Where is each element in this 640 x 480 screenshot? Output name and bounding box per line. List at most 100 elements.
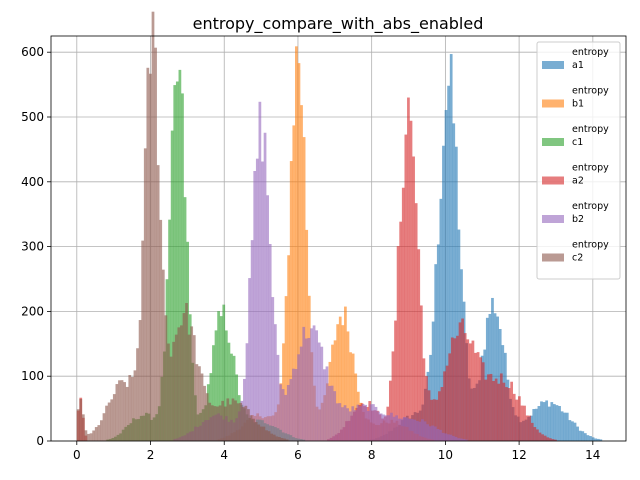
histogram-bar bbox=[440, 387, 444, 441]
histogram-bar bbox=[333, 391, 337, 441]
histogram-bar bbox=[471, 340, 475, 441]
histogram-bar bbox=[249, 415, 253, 441]
legend-swatch bbox=[542, 215, 564, 223]
histogram-bar bbox=[434, 264, 438, 441]
histogram-bar bbox=[479, 357, 483, 441]
histogram-bar bbox=[136, 348, 139, 441]
histogram-bar bbox=[125, 386, 129, 441]
histogram-bar bbox=[532, 409, 536, 441]
histogram-bar bbox=[178, 69, 182, 441]
histogram-bar bbox=[192, 335, 196, 441]
histogram-bar bbox=[387, 415, 391, 441]
histogram-bar bbox=[241, 406, 245, 441]
histogram-bar bbox=[123, 382, 126, 441]
histogram-bar bbox=[200, 373, 204, 441]
y-tick-label: 200 bbox=[21, 304, 44, 318]
histogram-bar bbox=[518, 396, 521, 441]
histogram-bar bbox=[443, 371, 446, 441]
histogram-bar bbox=[442, 145, 445, 441]
histogram-bar bbox=[459, 438, 463, 441]
histogram-bar bbox=[259, 426, 263, 441]
y-tick-label: 400 bbox=[21, 175, 44, 189]
histogram-bar bbox=[181, 93, 184, 442]
histogram-bar bbox=[596, 438, 600, 441]
histogram-bar bbox=[226, 398, 230, 441]
x-tick-label: 14 bbox=[585, 448, 600, 462]
histogram-bar bbox=[591, 437, 595, 441]
histogram-bar bbox=[414, 203, 418, 441]
histogram-bar bbox=[395, 415, 398, 441]
histogram-bar bbox=[464, 439, 468, 441]
histogram-bar bbox=[366, 410, 370, 441]
histogram-bar bbox=[573, 422, 577, 441]
histogram-bar bbox=[267, 431, 271, 441]
histogram-bar bbox=[499, 373, 503, 441]
histogram-bar bbox=[404, 134, 408, 441]
histogram-bar bbox=[412, 156, 415, 441]
histogram-bar bbox=[397, 418, 401, 441]
histogram-bar bbox=[180, 325, 183, 441]
legend-label: b2 bbox=[572, 214, 584, 225]
histogram-bar bbox=[138, 320, 142, 441]
histogram-bar bbox=[265, 430, 268, 441]
histogram-bar bbox=[234, 400, 237, 441]
histogram-bar bbox=[349, 352, 352, 441]
histogram-bar bbox=[84, 430, 88, 441]
histogram-bar bbox=[457, 438, 460, 441]
histogram-bar bbox=[510, 381, 513, 441]
histogram-bar bbox=[341, 325, 345, 441]
histogram-bar bbox=[453, 338, 457, 441]
histogram-bar bbox=[505, 387, 508, 441]
histogram-bar bbox=[555, 405, 559, 441]
histogram-bar bbox=[286, 384, 290, 441]
histogram-bar bbox=[224, 330, 228, 441]
histogram-bar bbox=[118, 380, 121, 441]
histogram-bar bbox=[280, 438, 284, 441]
histogram-bar bbox=[419, 305, 423, 441]
legend-swatch bbox=[542, 99, 564, 108]
histogram-bar bbox=[87, 433, 90, 441]
histogram-bar bbox=[143, 148, 147, 441]
histogram-bar bbox=[394, 320, 397, 441]
histogram-bar bbox=[310, 328, 313, 441]
histogram-bar bbox=[413, 419, 417, 441]
histogram-bar bbox=[435, 399, 439, 441]
histogram-bar bbox=[351, 353, 355, 441]
histogram-bar bbox=[257, 424, 261, 441]
histogram-bar bbox=[497, 383, 501, 441]
histogram-bar bbox=[270, 433, 274, 441]
histogram-bar bbox=[461, 318, 464, 441]
histogram-bar bbox=[317, 342, 321, 441]
histogram-bar bbox=[560, 411, 564, 441]
histogram-bar bbox=[304, 338, 308, 441]
histogram-bar bbox=[312, 325, 316, 441]
histogram-bar bbox=[348, 411, 352, 441]
x-tick-label: 6 bbox=[294, 448, 302, 462]
histogram-bar bbox=[542, 402, 546, 441]
histogram-bar bbox=[252, 418, 255, 441]
histogram-bar bbox=[294, 369, 298, 441]
histogram-bar bbox=[525, 415, 529, 441]
histogram-bar bbox=[231, 398, 235, 441]
histogram-bar bbox=[177, 327, 181, 441]
histogram-bar bbox=[407, 97, 410, 441]
histogram-bar bbox=[409, 120, 413, 441]
histogram-bar bbox=[245, 343, 249, 441]
histogram-bar bbox=[563, 412, 567, 441]
x-tick-label: 12 bbox=[511, 448, 526, 462]
histogram-bar bbox=[254, 422, 258, 441]
histogram-bar bbox=[217, 311, 220, 441]
histogram-bar bbox=[364, 404, 368, 441]
histogram-bar bbox=[292, 368, 295, 441]
histogram-bar bbox=[425, 376, 428, 441]
histogram-bar bbox=[428, 426, 432, 441]
histogram-bar bbox=[565, 412, 569, 441]
histogram-bar bbox=[244, 405, 248, 441]
histogram-bar bbox=[89, 433, 93, 441]
histogram-bar bbox=[330, 385, 334, 441]
histogram-bar bbox=[534, 408, 538, 441]
histogram-bar bbox=[284, 296, 288, 441]
histogram-bar bbox=[130, 377, 134, 441]
histogram-bar bbox=[445, 365, 449, 441]
histogram-bar bbox=[79, 398, 83, 441]
